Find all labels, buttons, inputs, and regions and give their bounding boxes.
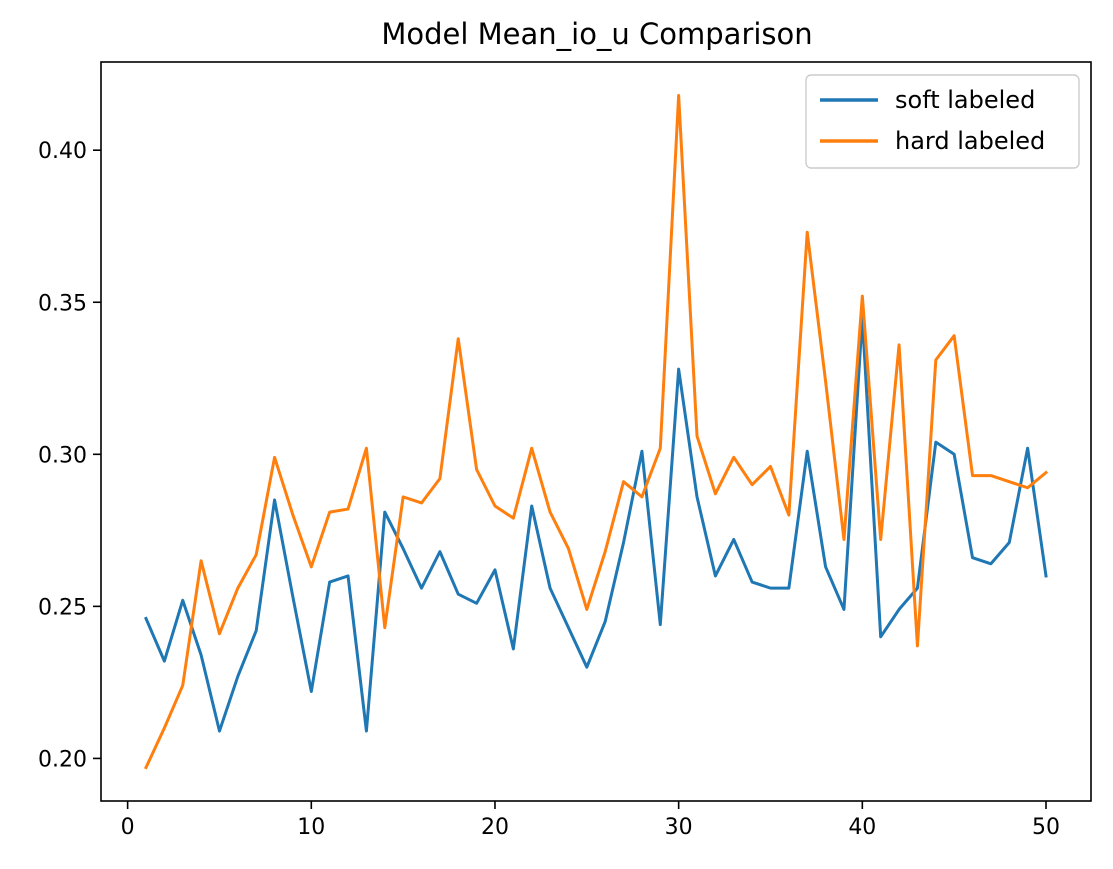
- x-tick-label: 50: [1032, 815, 1060, 840]
- plot-area: [144, 93, 1049, 770]
- y-tick-label: 0.25: [38, 595, 87, 620]
- legend-label-hard-labeled: hard labeled: [895, 127, 1045, 155]
- y-tick-label: 0.35: [38, 291, 87, 316]
- y-tick-label: 0.20: [38, 747, 87, 772]
- series-line-hard-labeled: [144, 93, 1049, 770]
- chart-title: Model Mean_io_u Comparison: [381, 17, 812, 51]
- x-tick-label: 10: [297, 815, 325, 840]
- legend-label-soft-labeled: soft labeled: [895, 86, 1035, 114]
- axes-frame: [100, 61, 1092, 802]
- x-tick-label: 20: [481, 815, 509, 840]
- series-line-soft-labeled: [144, 315, 1048, 733]
- y-tick-label: 0.40: [38, 139, 87, 164]
- y-tick-label: 0.30: [38, 443, 87, 468]
- legend: soft labeled hard labeled: [805, 74, 1080, 169]
- x-tick-label: 30: [665, 815, 693, 840]
- x-tick-label: 0: [121, 815, 135, 840]
- x-tick-label: 40: [848, 815, 876, 840]
